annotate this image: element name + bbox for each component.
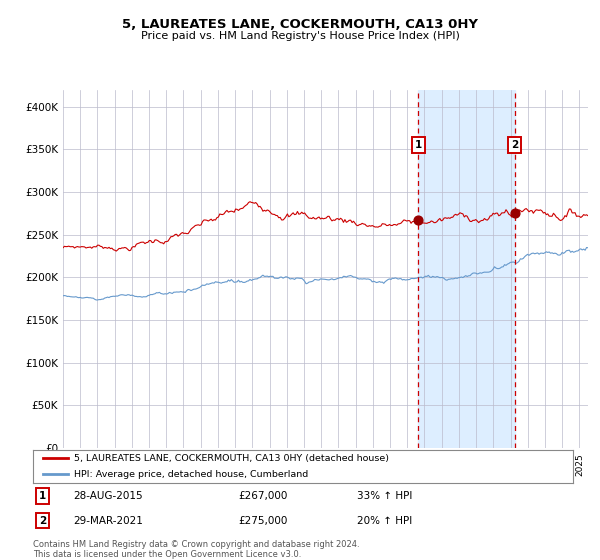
Bar xyxy=(418,90,515,448)
Text: 29-MAR-2021: 29-MAR-2021 xyxy=(74,516,143,526)
Text: £275,000: £275,000 xyxy=(238,516,287,526)
Text: Contains HM Land Registry data © Crown copyright and database right 2024.
This d: Contains HM Land Registry data © Crown c… xyxy=(33,540,359,559)
Text: 1: 1 xyxy=(415,140,422,150)
Text: HPI: Average price, detached house, Cumberland: HPI: Average price, detached house, Cumb… xyxy=(74,470,308,479)
Point xyxy=(413,216,423,225)
Text: 5, LAUREATES LANE, COCKERMOUTH, CA13 0HY (detached house): 5, LAUREATES LANE, COCKERMOUTH, CA13 0HY… xyxy=(74,454,389,463)
Text: Price paid vs. HM Land Registry's House Price Index (HPI): Price paid vs. HM Land Registry's House … xyxy=(140,31,460,41)
Point xyxy=(510,209,520,218)
Text: 33% ↑ HPI: 33% ↑ HPI xyxy=(357,491,412,501)
Text: 5, LAUREATES LANE, COCKERMOUTH, CA13 0HY: 5, LAUREATES LANE, COCKERMOUTH, CA13 0HY xyxy=(122,18,478,31)
Text: 1: 1 xyxy=(39,491,46,501)
Text: 2: 2 xyxy=(39,516,46,526)
Text: £267,000: £267,000 xyxy=(238,491,287,501)
Text: 28-AUG-2015: 28-AUG-2015 xyxy=(74,491,143,501)
Text: 20% ↑ HPI: 20% ↑ HPI xyxy=(357,516,412,526)
Text: 2: 2 xyxy=(511,140,518,150)
